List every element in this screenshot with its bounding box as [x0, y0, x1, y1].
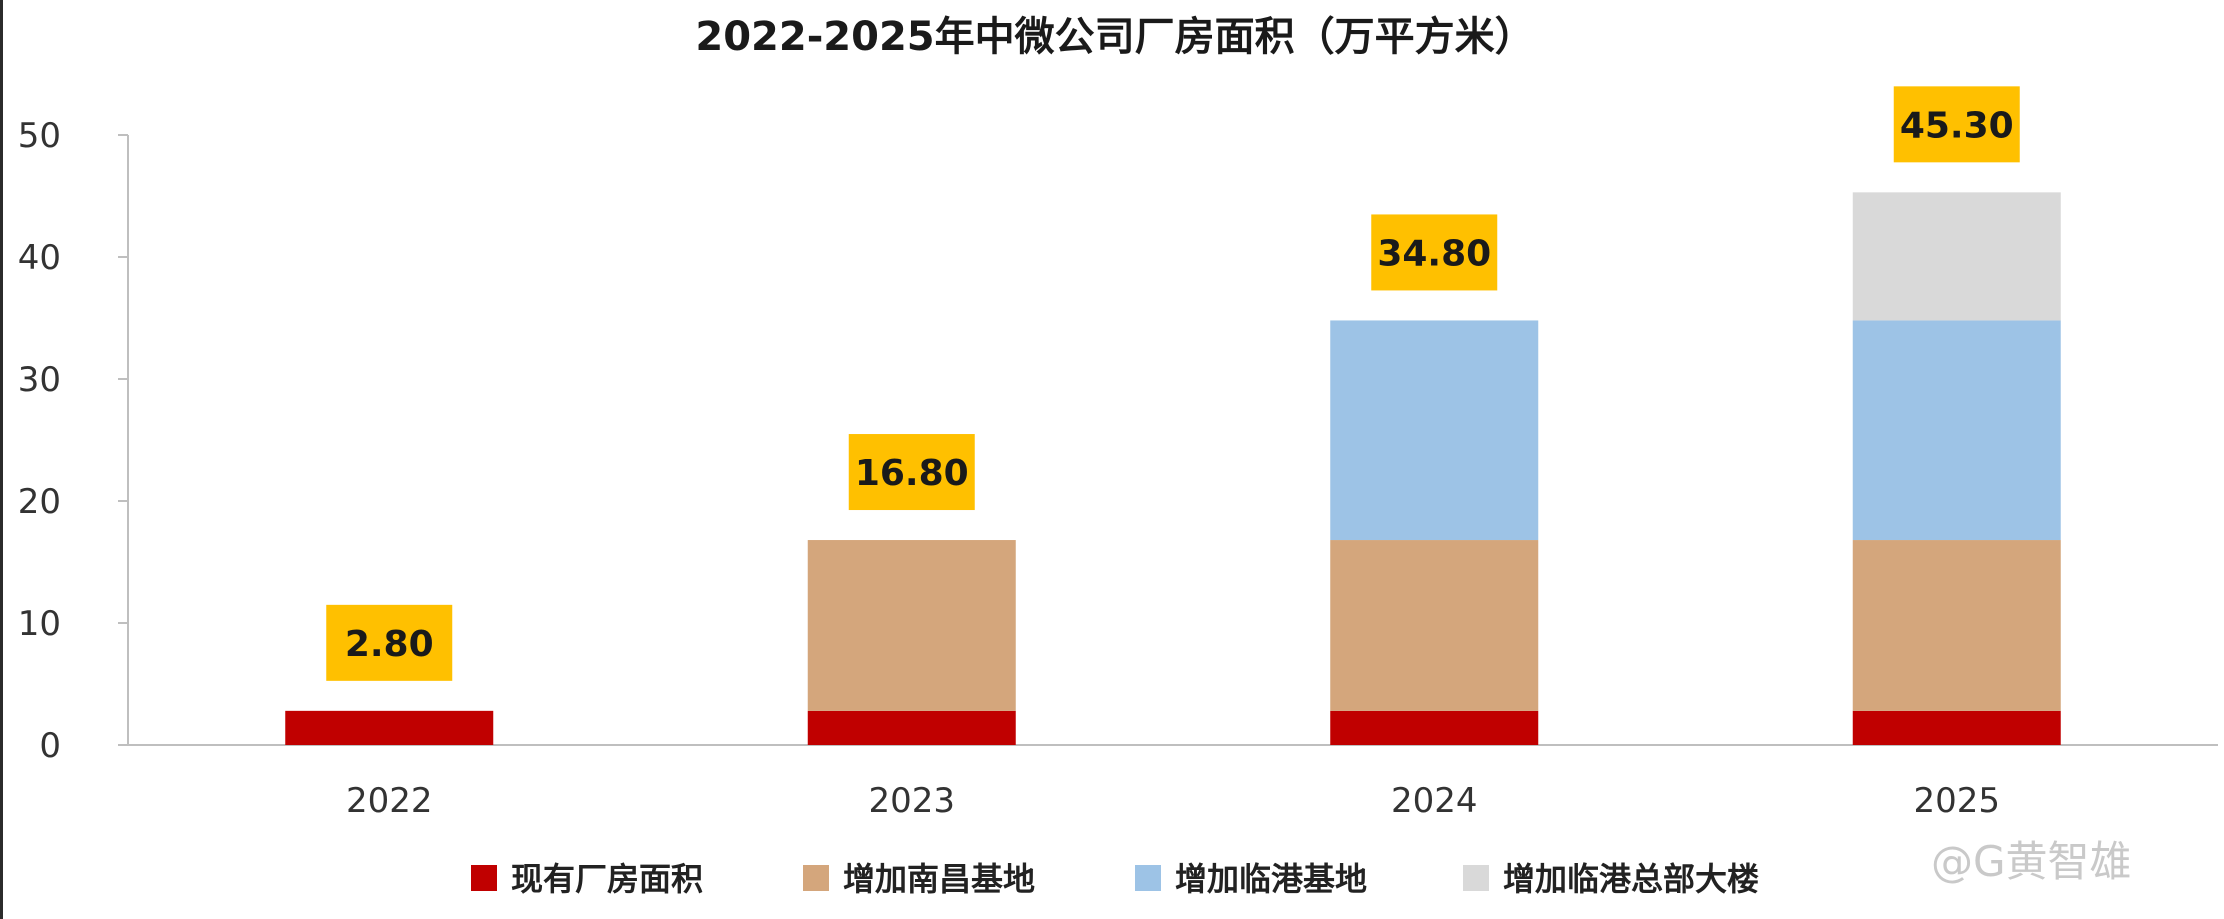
total-label: 2.80 — [345, 624, 434, 665]
total-label-box — [1893, 86, 2020, 163]
total-label-box — [326, 604, 453, 681]
bar-segment — [1330, 710, 1539, 745]
legend-label: 增加南昌基地 — [843, 860, 1035, 898]
x-tick-label: 2025 — [1913, 781, 2000, 821]
bar-segment — [1852, 192, 2061, 321]
legend-label: 现有厂房面积 — [511, 860, 703, 898]
legend-swatch — [1135, 865, 1161, 891]
legend-label: 增加临港基地 — [1175, 860, 1367, 898]
bar-segment — [1852, 540, 2061, 711]
chart-title: 2022-2025年中微公司厂房面积（万平方米） — [695, 14, 1534, 60]
legend-label: 增加临港总部大楼 — [1503, 860, 1759, 898]
bar-group — [285, 192, 2061, 745]
y-tick-label: 40 — [18, 238, 61, 278]
bar-segment — [807, 540, 1016, 711]
y-tick-label: 20 — [18, 482, 61, 522]
y-tick-label: 0 — [39, 726, 61, 766]
bar-segment — [807, 710, 1016, 745]
bar-segment — [1852, 320, 2061, 541]
total-label: 45.30 — [1900, 105, 2014, 146]
legend-swatch — [471, 865, 497, 891]
bar-segment — [1330, 320, 1539, 541]
bar-segment — [1330, 540, 1539, 711]
x-tick-label: 2024 — [1391, 781, 1478, 821]
legend-swatch — [803, 865, 829, 891]
total-label: 16.80 — [855, 453, 969, 494]
total-labels: 2.80 16.80 34.80 45.30 — [326, 86, 2020, 681]
chart-canvas: 2022-2025年中微公司厂房面积（万平方米） 0 10 20 30 40 50 202… — [18, 14, 2218, 898]
x-axis: 2022 2023 2024 2025 — [128, 744, 2218, 821]
y-tick-label: 30 — [18, 360, 61, 400]
x-tick-label: 2022 — [346, 781, 433, 821]
legend-swatch — [1463, 865, 1489, 891]
y-axis: 0 10 20 30 40 50 — [18, 116, 129, 766]
y-tick-label: 10 — [18, 604, 61, 644]
x-tick-label: 2023 — [868, 781, 955, 821]
y-tick-label: 50 — [18, 116, 61, 156]
total-label-box — [1371, 214, 1498, 291]
watermark-text: @G黄智雄 — [1931, 837, 2132, 886]
bar-segment — [285, 710, 494, 745]
total-label-box — [848, 434, 975, 511]
bar-segment — [1852, 710, 2061, 745]
watermark: @G黄智雄 — [1931, 837, 2132, 886]
total-label: 34.80 — [1377, 233, 1491, 274]
legend: 现有厂房面积 增加南昌基地 增加临港基地 增加临港总部大楼 — [471, 860, 1759, 898]
